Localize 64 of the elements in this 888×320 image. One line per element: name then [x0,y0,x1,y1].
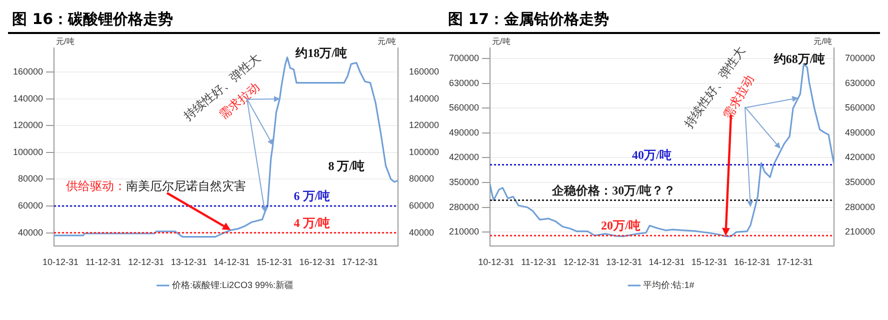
y2-tick-label: 120000 [408,120,440,130]
annotation: 8 万/吨 [328,159,365,174]
y-tick-label: 160000 [12,66,44,77]
y2-tick-label: 700000 [844,53,876,64]
x-tick-label: 11-12-31 [521,257,556,268]
x-tick-label: 13-12-31 [170,257,207,268]
y2-tick-label: 210000 [844,226,876,237]
y-tick-label: 140000 [12,93,44,104]
chart-title: 图 16：碳酸锂价格走势 [8,8,444,34]
x-tick-label: 13-12-31 [606,257,642,268]
y-tick-label: 420000 [448,152,480,162]
y2-tick-label: 60000 [408,200,434,211]
y-tick-label: 490000 [448,127,480,138]
y2-tick-label: 40000 [408,227,434,238]
y-tick-label: 630000 [448,78,480,88]
y2-axis-title: 元/吨 [378,37,396,46]
ref-line-label: 40万/吨 [632,148,672,162]
annotation: 南美厄尔尼诺自然灾害 [126,178,246,193]
y2-tick-label: 630000 [844,78,876,88]
annotation: 约18万/吨 [294,46,347,60]
x-tick-label: 14-12-31 [214,257,250,268]
y2-tick-label: 560000 [844,102,876,113]
y-tick-label: 560000 [448,102,480,113]
y-tick-label: 60000 [18,200,44,211]
x-tick-label: 15-12-31 [691,257,728,268]
y-tick-label: 40000 [18,227,44,238]
ref-line-label: 4 万/吨 [294,216,330,230]
y-tick-label: 210000 [448,226,480,237]
y2-tick-label: 420000 [844,152,876,162]
y-axis-title: 元/吨 [56,37,74,46]
annotation: 供给驱动： [66,178,126,193]
y2-tick-label: 100000 [408,146,440,157]
x-tick-label: 16-12-31 [734,257,770,268]
x-tick-label: 17-12-31 [342,257,378,268]
x-tick-label: 10-12-31 [42,257,78,268]
y2-tick-label: 140000 [408,93,440,104]
y2-tick-label: 490000 [844,127,876,138]
ref-line-label: 企稳价格：30万/吨？？ [551,183,676,198]
legend-label: 平均价:钴:1# [643,280,694,290]
chart-title: 图 17：金属钴价格走势 [444,8,880,34]
x-tick-label: 12-12-31 [128,257,164,268]
x-tick-label: 14-12-31 [648,257,685,268]
y-tick-label: 100000 [12,146,44,157]
y2-tick-label: 350000 [844,176,876,187]
y2-tick-label: 160000 [408,66,440,77]
y2-axis-title: 元/吨 [814,37,832,46]
y-tick-label: 120000 [12,120,44,130]
y-tick-label: 280000 [448,202,480,212]
y2-tick-label: 280000 [844,202,876,212]
x-tick-label: 17-12-31 [776,257,813,268]
x-tick-label: 16-12-31 [299,257,336,268]
y-tick-label: 700000 [448,53,480,64]
y-tick-label: 80000 [18,174,44,184]
y-axis-title: 元/吨 [492,37,510,46]
x-tick-label: 11-12-31 [86,257,121,268]
y-tick-label: 350000 [448,176,480,187]
y2-tick-label: 80000 [408,174,434,184]
ref-line-label: 6 万/吨 [294,189,330,204]
x-tick-label: 10-12-31 [478,257,514,268]
legend-label: 价格:碳酸锂:Li2CO3 99%:新疆 [170,280,294,290]
ref-line-label: 20万/吨 [601,218,640,233]
x-tick-label: 12-12-31 [563,257,600,268]
x-tick-label: 15-12-31 [256,257,292,268]
annotation: 约68万/吨 [772,52,826,66]
